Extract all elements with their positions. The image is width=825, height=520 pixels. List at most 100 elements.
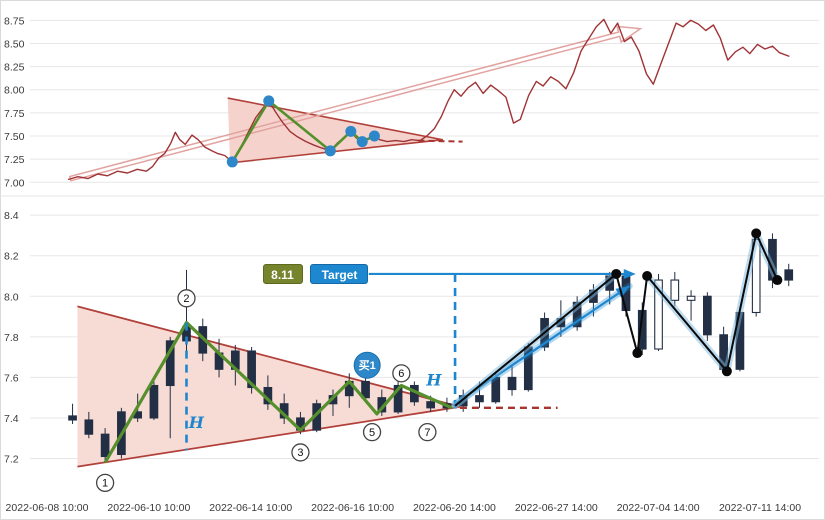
candle-body [426,401,435,409]
pivot-marker: 6 [392,364,411,383]
y-tick-label: 8.50 [4,38,25,50]
target-badge: Target [310,263,369,284]
candle [784,263,794,287]
zigzag-line [103,321,453,464]
candle [84,411,94,439]
candle-body [361,380,370,399]
candle-body [84,419,94,435]
pivot-marker: 3 [291,443,310,462]
y-tick-label: 8.0 [4,291,19,303]
pivot-dot [368,130,380,142]
candle-body [393,384,403,413]
trend-arrow-icon [68,25,643,182]
pivot-dot [345,125,357,137]
apex-dashed-line [418,139,463,143]
x-tick-label: 2022-06-10 10:00 [107,502,190,514]
pivot-number: 7 [424,427,430,439]
x-tick-label: 2022-07-04 14:00 [617,502,700,514]
y-tick-label: 7.8 [4,332,19,344]
candle-body [784,269,794,281]
y-tick-label: 8.00 [4,85,25,97]
candle [507,365,517,396]
after-breakout-path [454,232,779,407]
candle-body [670,279,680,301]
pivot-number: 5 [369,427,375,439]
x-tick-label: 2022-07-11 14:00 [719,502,801,514]
lower-trendline [229,138,443,164]
candle-body [686,295,696,301]
candle-body [475,395,484,403]
y-tick-label: 7.25 [4,154,25,166]
candle-body [149,384,159,419]
lower-trendline [77,405,461,468]
buy-badge-circle [353,351,381,379]
y-tick-label: 7.50 [4,131,25,143]
top-panel: 8.75 8.50 8.25 8.00 7.75 7.50 7.25 7.00 [4,15,819,189]
x-tick-label: 2022-06-08 10:00 [6,502,89,514]
y-tick-label: 7.00 [4,177,25,189]
pivot-dot [324,145,336,157]
buy-signal-badge: 买1 [353,351,381,379]
y-tick-label: 8.25 [4,62,25,74]
bottom-panel: 8.4 8.2 8.0 7.8 7.6 7.4 7.2 2022-06-08 10:00 202… [4,210,819,514]
y-tick-label: 7.75 [4,108,25,120]
x-tick-label: 2022-06-14 10:00 [209,502,292,514]
height-label: H [188,413,205,432]
y-tick-label: 8.2 [4,251,19,263]
price-line [67,18,790,181]
candle [68,403,77,425]
pivot-number: 2 [183,293,189,305]
height-label: H [425,371,442,390]
pivot-circle [291,443,310,462]
candle [670,271,680,307]
breakout-arrowhead-icon [615,286,630,298]
candle-body [100,433,110,458]
y-tick-label: 7.6 [4,372,19,384]
candle [149,381,159,420]
candle [100,428,110,463]
path-dot [611,268,622,279]
pivot-marker: 1 [95,473,115,493]
pivot-dot [226,156,238,168]
candle-body [68,415,77,421]
pivot-marker: 5 [362,423,382,442]
upper-trendline [227,97,443,141]
pivot-circle [177,289,196,308]
pivot-dot [356,136,368,148]
path-dot [642,270,653,281]
y-tick-label: 8.75 [4,15,25,27]
candle-body [247,350,256,389]
candle [686,290,696,321]
candle-body [507,376,517,391]
pivot-circle [392,364,411,383]
target-arrowhead-icon [623,268,636,279]
candle-body [654,279,663,350]
y-tick-label: 7.4 [4,413,19,425]
candle-body [703,295,712,336]
pivot-number: 3 [297,447,303,459]
triangle-pattern-fill [227,98,443,163]
pivot-dot [263,95,275,107]
x-tick-label: 2022-06-27 14:00 [515,502,598,514]
buy-badge-label: 买1 [359,359,376,372]
path-dot [632,348,643,359]
path-dot [751,228,762,239]
pivot-number: 6 [398,368,404,380]
x-tick-label: 2022-06-20 14:00 [413,502,496,514]
pivot-marker: 2 [177,289,196,308]
pivot-circle [95,473,115,493]
x-tick-label: 2022-06-16 10:00 [311,502,394,514]
pivot-circle [362,423,382,442]
candle-body [165,340,175,387]
path-dot [772,275,783,286]
target-price-badge: 8.11 [262,263,303,284]
pivot-number: 1 [102,478,108,490]
pivot-marker: 7 [418,423,437,442]
y-tick-label: 7.2 [4,454,19,466]
candle [703,292,712,341]
path-dot [721,366,732,377]
pivot-circle [418,423,437,442]
y-tick-label: 8.4 [4,210,19,222]
